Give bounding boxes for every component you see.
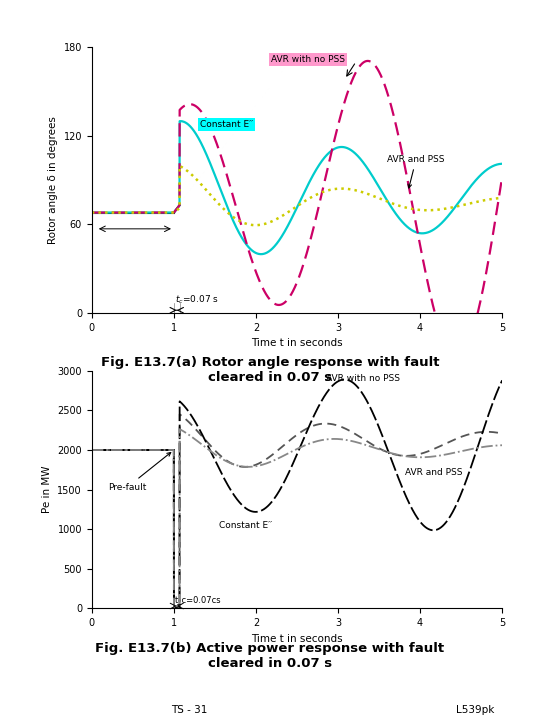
Text: $t_c$=0.07 s: $t_c$=0.07 s bbox=[175, 293, 219, 306]
Text: Constant E′′: Constant E′′ bbox=[200, 120, 253, 129]
Text: Fig. E13.7(a) Rotor angle response with fault
cleared in 0.07 s: Fig. E13.7(a) Rotor angle response with … bbox=[101, 356, 439, 384]
Text: Pre-fault: Pre-fault bbox=[108, 452, 171, 492]
X-axis label: Time t in seconds: Time t in seconds bbox=[251, 338, 343, 348]
Text: AVR with no PSS: AVR with no PSS bbox=[326, 374, 400, 383]
Text: Fig. E13.7(b) Active power response with fault
cleared in 0.07 s: Fig. E13.7(b) Active power response with… bbox=[96, 642, 444, 670]
Text: L539pk: L539pk bbox=[456, 705, 495, 715]
Text: Constant E′′: Constant E′′ bbox=[219, 521, 272, 530]
Text: AVR and PSS: AVR and PSS bbox=[406, 468, 463, 477]
Text: AVR and PSS: AVR and PSS bbox=[387, 156, 445, 188]
X-axis label: Time t in seconds: Time t in seconds bbox=[251, 634, 343, 644]
Y-axis label: Rotor angle δ in degrees: Rotor angle δ in degrees bbox=[48, 116, 58, 244]
Text: TS - 31: TS - 31 bbox=[171, 705, 207, 715]
Text: t_c=0.07cs: t_c=0.07cs bbox=[175, 595, 221, 603]
Y-axis label: Pe in MW: Pe in MW bbox=[42, 466, 52, 513]
Text: AVR with no PSS: AVR with no PSS bbox=[271, 55, 345, 63]
